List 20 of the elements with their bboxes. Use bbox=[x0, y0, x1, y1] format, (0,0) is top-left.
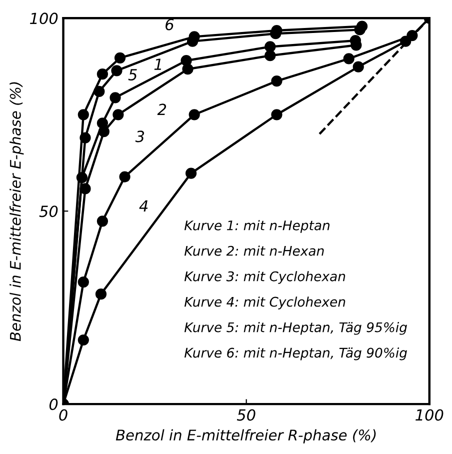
series-label: 3 bbox=[135, 130, 144, 142]
x-tick-label: 0 bbox=[59, 409, 68, 421]
y-axis-title: Benzol in E-mittelfreier E-phase (%) bbox=[10, 82, 24, 342]
x-tick-label: 50 bbox=[236, 409, 256, 421]
series-label: 5 bbox=[128, 69, 137, 80]
y-tick-label: 0 bbox=[49, 398, 58, 410]
annotation: Kurve 4: mit Cyclohexen bbox=[184, 296, 346, 310]
annotation: Kurve 3: mit Cyclohexan bbox=[184, 271, 346, 284]
annotation: Kurve 6: mit n-Heptan, Täg 90%ig bbox=[184, 348, 407, 360]
x-tick-label: 100 bbox=[416, 409, 444, 421]
y-tick-label: 100 bbox=[30, 12, 58, 24]
annotation: Kurve 2: mit n-Hexan bbox=[184, 246, 324, 256]
series-label: 2 bbox=[157, 104, 166, 115]
series-label: 1 bbox=[154, 58, 162, 70]
series-label: 4 bbox=[139, 200, 148, 212]
series-label: 6 bbox=[166, 18, 174, 30]
x-axis-title: Benzol in E-mittelfreier R-phase (%) bbox=[116, 429, 376, 444]
y-tick-label: 50 bbox=[39, 206, 58, 218]
annotation: Kurve 5: mit n-Heptan, Täg 95%ig bbox=[184, 322, 407, 335]
annotation: Kurve 1: mit n-Heptan bbox=[184, 220, 330, 233]
